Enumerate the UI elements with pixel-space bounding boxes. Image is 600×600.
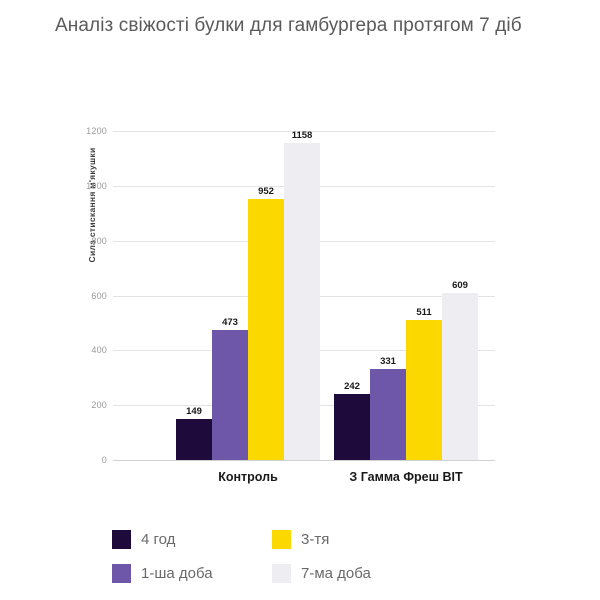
gridline xyxy=(113,460,495,461)
bar: 331 xyxy=(370,356,406,460)
page-title: Аналіз свіжості булки для гамбургера про… xyxy=(55,15,522,36)
legend-item-label: 4 год xyxy=(141,530,176,548)
x-axis-category-label: Контроль xyxy=(218,470,278,484)
bar: 511 xyxy=(406,307,442,460)
legend-item[interactable]: 4 год xyxy=(112,529,272,549)
bar: 952 xyxy=(248,186,284,460)
y-axis-tick-label: 600 xyxy=(91,290,107,301)
bar-value-label: 1158 xyxy=(291,129,313,141)
legend-item[interactable]: 1-ша доба xyxy=(112,563,272,583)
legend-color-swatch xyxy=(272,563,291,583)
bar-value-label: 331 xyxy=(380,356,396,368)
y-axis-tick-label: 0 xyxy=(101,455,107,465)
bar-value-label: 149 xyxy=(186,406,202,418)
bar-value-label: 242 xyxy=(344,380,360,392)
y-axis-tick-labels: 0 200 400 600 800 1000 1200 xyxy=(61,126,107,465)
legend-item-label: 1-ша доба xyxy=(141,564,213,582)
legend-color-swatch xyxy=(112,529,131,549)
bar: 473 xyxy=(212,317,248,460)
bar-value-label: 473 xyxy=(222,317,238,329)
x-axis-category-label: З Гамма Фреш ВІТ xyxy=(349,470,463,484)
chart-legend: 4 год 3-тя 1-ша доба 7-ма доба xyxy=(112,522,432,590)
bar: 1158 xyxy=(284,130,320,460)
bar: 609 xyxy=(442,280,478,460)
y-axis-tick-label: 400 xyxy=(91,345,107,356)
bar: 242 xyxy=(334,381,370,460)
legend-color-swatch xyxy=(112,563,131,583)
bar: 149 xyxy=(176,406,212,460)
y-axis-tick-label: 1200 xyxy=(86,126,107,136)
legend-item[interactable]: 3-тя xyxy=(272,529,432,549)
legend-color-swatch xyxy=(272,529,291,549)
y-axis-tick-label: 800 xyxy=(91,235,107,246)
bar-value-label: 952 xyxy=(258,186,274,197)
y-axis-tick-label: 1000 xyxy=(86,180,107,191)
legend-item[interactable]: 7-ма доба xyxy=(272,563,432,583)
bar-value-label: 609 xyxy=(452,280,468,292)
gridline xyxy=(113,131,495,132)
y-axis-tick-label: 200 xyxy=(91,400,107,411)
legend-item-label: 7-ма доба xyxy=(301,564,371,582)
bar-value-label: 511 xyxy=(416,306,432,318)
plot-area: 149 473 952 1158 242 331 511 609 xyxy=(113,130,495,461)
legend-item-label: 3-тя xyxy=(301,530,330,548)
